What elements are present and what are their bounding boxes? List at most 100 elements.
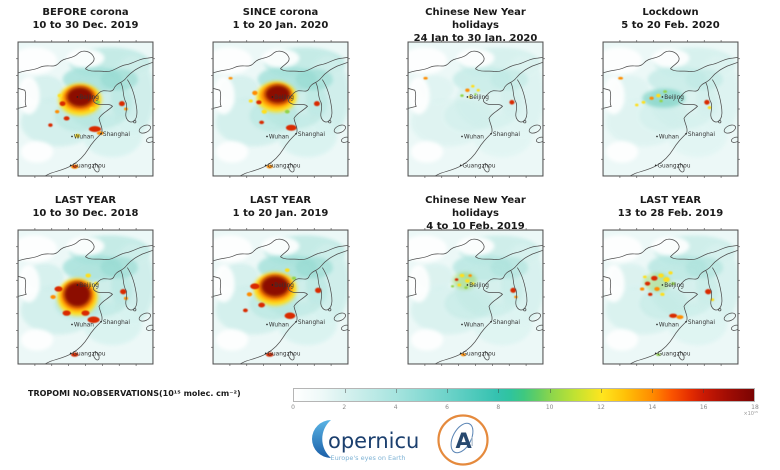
pollution-blob [228,76,233,80]
city-label: Shanghai [493,132,520,138]
panel-title: BEFORE corona 10 to 30 Dec. 2019 [14,6,157,36]
city-marker [654,352,657,355]
city-label: Wuhan [464,322,484,328]
pollution-blob [248,99,253,103]
pollution-blob [284,268,290,273]
no-data-area [408,47,448,75]
no-data-area [213,264,235,303]
colorbar-tick [498,389,500,393]
pollution-blob [465,88,470,92]
no-data-area [66,236,105,256]
pollution-blob [252,90,258,96]
city-marker [71,323,73,326]
pollution-blob [465,279,470,283]
map-frame [407,229,544,365]
map-cny-2020: Beijing Wuhan Shanghai Guangzhou [404,38,547,180]
no-data-area [408,235,448,263]
pollution-blob [649,96,654,100]
city-marker [266,323,268,326]
map-before-corona: Beijing Wuhan Shanghai Guangzhou [14,38,157,180]
pollution-blob [642,275,647,279]
colorbar-tick-label: 8 [496,404,501,411]
no-data-area [410,329,444,351]
pollution-blob [471,84,475,88]
pollution-blob [669,313,678,318]
coastline [408,238,543,364]
copernicus-logo: opernicus Europe's eyes on Earth [312,420,420,462]
map-svg: Beijing Wuhan Shanghai Guangzhou [406,228,545,366]
coastline [603,50,738,176]
pollution-blob [635,103,639,107]
pollution-blob [641,100,646,104]
panel-title: LAST YEAR 1 to 20 Jan. 2019 [209,194,352,224]
colorbar-tick [702,389,704,393]
city-label: Beijing [664,95,684,101]
panel-title-line2: 24 Jan to 30 Jan. 2020 [413,33,538,44]
no-data-area [603,264,625,303]
city-marker [661,96,664,98]
no-data-area [603,47,643,75]
pollution-blob [72,165,77,168]
pollution-blob [468,95,472,99]
colorbar-tick [651,389,653,393]
pollution-blob [260,275,290,297]
city-marker [459,164,462,167]
city-marker [295,132,297,135]
pollution-blob [707,106,712,110]
pollution-blob [471,282,475,285]
panel-title-line1: Chinese New Year holidays [425,195,526,219]
pollution-blob [514,295,518,299]
no-data-area [261,48,300,68]
panel-since-corona: SINCE corona 1 to 20 Jan. 2020 Beijing Wuha… [209,6,352,180]
pollution-blob [705,288,712,295]
no-data-area [20,141,54,163]
pollution-blob [66,86,94,107]
pollution-blob [124,107,128,111]
colorbar-tick-label: 6 [445,404,449,411]
colorbar-tick-label: 16 [699,404,708,411]
pollution-blob [644,281,651,286]
city-marker [69,164,72,167]
panel-title: Chinese New Year holidays 4 to 10 Feb. 20… [404,194,547,232]
map-svg: Beijing Wuhan Shanghai Guangzhou [601,40,740,178]
pollution-blob [618,76,624,80]
city-marker [656,323,658,326]
no-data-area [603,235,643,263]
aeronomy-logo: A [437,414,489,466]
city-marker [656,135,658,138]
colorbar-tick-label: 14 [648,404,657,411]
city-marker [264,352,267,355]
pollution-blob [454,278,459,281]
city-label: Shanghai [103,132,130,138]
no-data-area [456,236,495,256]
aeronomy-letter: A [456,429,473,453]
pollution-blob [460,94,464,97]
pollution-blob [476,88,480,92]
map-last-year-jan: Beijing Wuhan Shanghai Guangzhou [209,226,352,368]
city-marker [654,164,657,167]
colorbar-tick-label: 12 [597,404,605,411]
panel-title: LAST YEAR 10 to 30 Dec. 2018 [14,194,157,224]
panel-title-line2: 5 to 20 Feb. 2020 [621,20,720,31]
pollution-blob [313,101,320,107]
city-marker [685,320,687,323]
aeronomy-smalltext-icon [471,437,473,446]
city-label: Shanghai [688,320,715,326]
colorbar-tick-label: 4 [393,404,398,411]
pollution-blob [643,272,671,292]
city-marker [100,320,102,323]
coastline [408,50,543,176]
coastline [18,238,153,364]
city-label: Beijing [79,283,99,289]
coastline [18,50,153,176]
city-marker [271,284,274,286]
no-data-area [18,76,40,115]
panel-title-line1: Lockdown [642,7,699,18]
colorbar-tick [447,389,449,393]
city-label: Wuhan [269,322,289,328]
map-cny-2019: Beijing Wuhan Shanghai Guangzhou [404,226,547,368]
pollution-blob [81,310,90,316]
map-svg: Beijing Wuhan Shanghai Guangzhou [406,40,545,178]
map-lockdown: Beijing Wuhan Shanghai Guangzhou [599,38,742,180]
